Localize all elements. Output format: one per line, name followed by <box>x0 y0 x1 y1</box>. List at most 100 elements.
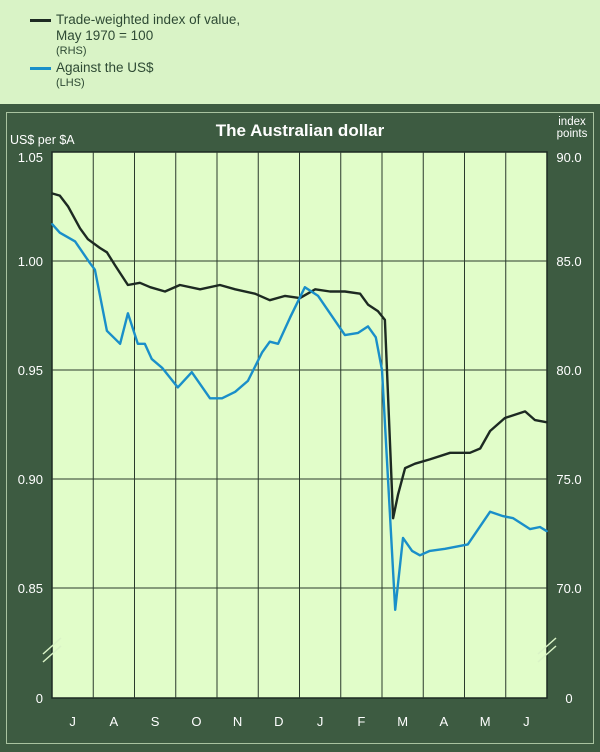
y-tick-right: 0 <box>565 691 572 706</box>
data-point-twi <box>329 290 331 293</box>
legend-label: Trade-weighted index of value, <box>56 12 241 27</box>
legend-swatch-twi <box>30 19 51 22</box>
data-point-twi <box>504 417 506 419</box>
legend-note: (RHS) <box>56 45 87 57</box>
data-point-twi <box>138 281 141 284</box>
x-tick-label: J <box>523 714 530 729</box>
data-point-usd <box>247 380 249 382</box>
data-point-twi <box>524 410 527 413</box>
legend-swatch-usd <box>30 67 51 70</box>
data-point-usd <box>444 547 447 550</box>
axis-break-mark <box>42 637 62 655</box>
data-point-usd <box>89 262 91 265</box>
data-point-twi <box>268 299 271 302</box>
data-point-usd <box>143 342 146 345</box>
data-point-twi <box>343 290 346 293</box>
data-point-usd <box>501 515 504 517</box>
data-point-usd <box>221 397 223 400</box>
series-line-twi <box>51 192 548 520</box>
y-tick-left: 1.00 <box>18 254 43 269</box>
legend-item-twi: Trade-weighted index of value, May 1970 … <box>30 12 240 58</box>
data-point-twi <box>428 458 431 461</box>
data-point-twi <box>376 310 379 313</box>
data-point-twi <box>67 205 69 208</box>
data-point-twi <box>404 467 406 469</box>
data-point-twi <box>178 284 181 286</box>
x-tick-label: M <box>480 714 491 729</box>
data-point-usd <box>512 517 515 520</box>
data-point-twi <box>218 284 221 286</box>
legend-note: (LHS) <box>56 77 85 89</box>
chart-title: The Australian dollar <box>216 121 385 140</box>
data-point-usd <box>388 510 391 513</box>
data-point-usd <box>105 329 108 332</box>
x-tick-label: F <box>357 714 365 729</box>
y-tick-right: 80.0 <box>556 363 581 378</box>
data-point-usd <box>51 223 53 225</box>
x-tick-label: D <box>274 714 283 729</box>
data-point-usd <box>419 554 421 557</box>
y-axis-left-label: US$ per $A <box>10 133 75 147</box>
data-point-usd <box>489 510 491 513</box>
x-tick-label: S <box>151 714 160 729</box>
data-point-twi <box>397 493 399 496</box>
data-point-usd <box>119 342 121 345</box>
data-point-twi <box>392 517 395 520</box>
x-tick-label: N <box>233 714 242 729</box>
y-tick-left: 0 <box>36 691 43 706</box>
data-point-usd <box>58 231 61 234</box>
legend-item-usd: Against the US$ (LHS) <box>30 60 240 90</box>
data-point-usd <box>539 526 541 528</box>
data-point-usd <box>411 550 414 552</box>
data-point-twi <box>468 451 471 454</box>
data-point-twi <box>105 251 108 254</box>
y-tick-left: 0.95 <box>18 363 43 378</box>
data-point-usd <box>127 312 129 315</box>
data-point-usd <box>161 366 164 369</box>
data-point-twi <box>86 238 89 241</box>
data-point-usd <box>136 342 139 345</box>
data-point-usd <box>367 325 369 328</box>
data-point-twi <box>314 288 317 291</box>
y-tick-right: 75.0 <box>556 472 581 487</box>
x-tick-label: J <box>69 714 76 729</box>
data-point-usd <box>466 543 469 546</box>
data-point-twi <box>534 419 536 422</box>
data-point-usd <box>357 332 359 334</box>
data-point-usd <box>150 358 153 360</box>
data-point-twi <box>414 462 416 465</box>
data-point-twi <box>489 430 491 432</box>
x-tick-label: O <box>191 714 201 729</box>
data-point-twi <box>199 288 201 291</box>
y-tick-left: 0.85 <box>18 581 43 596</box>
y-tick-right: 90.0 <box>556 150 581 165</box>
data-point-twi <box>449 451 451 454</box>
axis-break-mark <box>42 645 62 663</box>
data-point-usd <box>209 397 211 400</box>
data-point-twi <box>58 194 61 197</box>
data-point-twi <box>149 286 152 289</box>
data-point-twi <box>284 294 286 297</box>
data-point-twi <box>164 290 166 293</box>
legend-label: Against the US$ <box>56 60 154 75</box>
data-point-usd <box>394 608 397 611</box>
axis-break-mark <box>537 637 557 655</box>
x-tick-label: A <box>440 714 449 729</box>
data-point-twi <box>359 292 362 295</box>
data-point-usd <box>176 386 179 389</box>
data-point-twi <box>367 303 369 306</box>
data-point-usd <box>381 369 383 371</box>
data-point-usd <box>234 390 237 393</box>
data-point-usd <box>428 550 431 552</box>
data-point-usd <box>374 336 377 339</box>
chart-frame <box>6 112 594 744</box>
x-tick-label: J <box>317 714 324 729</box>
axis-break-mark <box>537 645 557 663</box>
x-tick-label: M <box>397 714 408 729</box>
data-point-usd <box>343 334 346 337</box>
data-point-usd <box>402 536 404 539</box>
data-point-twi <box>383 318 386 321</box>
data-point-twi <box>234 288 237 291</box>
data-point-twi <box>127 284 129 286</box>
